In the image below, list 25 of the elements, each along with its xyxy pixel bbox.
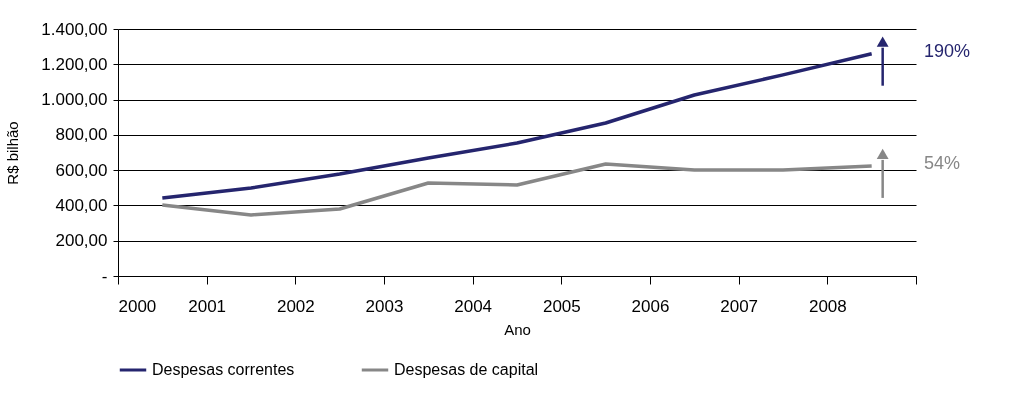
x-tick-label: 2005 [542,296,581,316]
line-series [160,51,874,200]
x-tick-label: 2003 [365,296,404,316]
y-tick-label: 1.200,00 [41,54,108,74]
x-tick-label: 2008 [808,296,847,316]
text: 54% [924,152,961,173]
y-tick-label: 600,00 [55,160,108,180]
y-tick-label: 1.000,00 [41,90,108,110]
y-tick-label: 400,00 [55,195,108,215]
x-tick-label: 2000 [118,296,157,316]
x-tick-label: 2002 [276,296,315,316]
x-tick-label: 2006 [631,296,670,316]
y-tick-label: 200,00 [55,231,108,251]
x-axis-title: Ano [504,320,531,338]
x-tick-label: 2001 [188,296,227,316]
x-tick-label: 2007 [720,296,759,316]
y-tick-label: 1.400,00 [41,19,108,39]
y-tick-label: - [101,266,108,286]
legend-label: Despesas correntes [152,361,295,378]
y-tick-label: 800,00 [55,125,108,145]
line-series [160,162,874,217]
x-tick-label: 2004 [454,296,493,316]
text: 190% [924,40,971,61]
legend-label: Despesas de capital [394,361,539,378]
y-axis-title: R$ bilhão [4,121,22,185]
